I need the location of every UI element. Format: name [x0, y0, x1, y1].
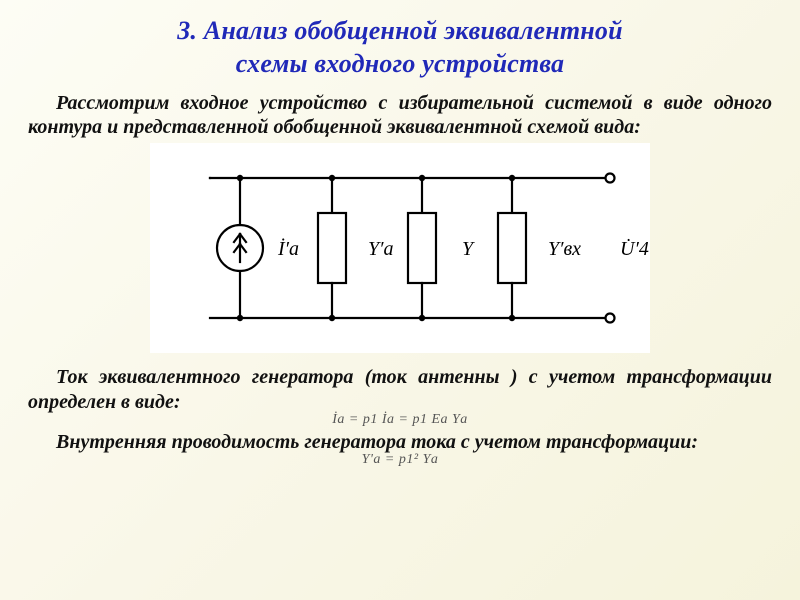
conductance-formula: Y'а = p1² Yа	[28, 452, 772, 468]
circuit-diagram: İ′а Y′а Y Y′вх U̇′4	[150, 143, 650, 353]
svg-text:İ′а: İ′а	[277, 237, 299, 260]
title-line-2: схемы входного устройства	[236, 49, 564, 78]
title-line-1: 3. Анализ обобщенной эквивалентной	[177, 16, 623, 45]
svg-text:U̇′4: U̇′4	[620, 237, 649, 260]
svg-text:Y′вх: Y′вх	[548, 238, 581, 260]
svg-text:Y: Y	[462, 238, 475, 260]
intro-paragraph: Рассмотрим входное устройство с избирате…	[28, 91, 772, 140]
current-formula: İа = p1 İа = p1 Eа Yа	[28, 412, 772, 428]
current-paragraph: Ток эквивалентного генератора (ток антен…	[28, 365, 772, 414]
conductance-paragraph: Внутренняя проводимость генератора тока …	[28, 430, 772, 454]
svg-text:Y′а: Y′а	[368, 238, 394, 260]
slide-title: 3. Анализ обобщенной эквивалентной схемы…	[28, 14, 772, 81]
